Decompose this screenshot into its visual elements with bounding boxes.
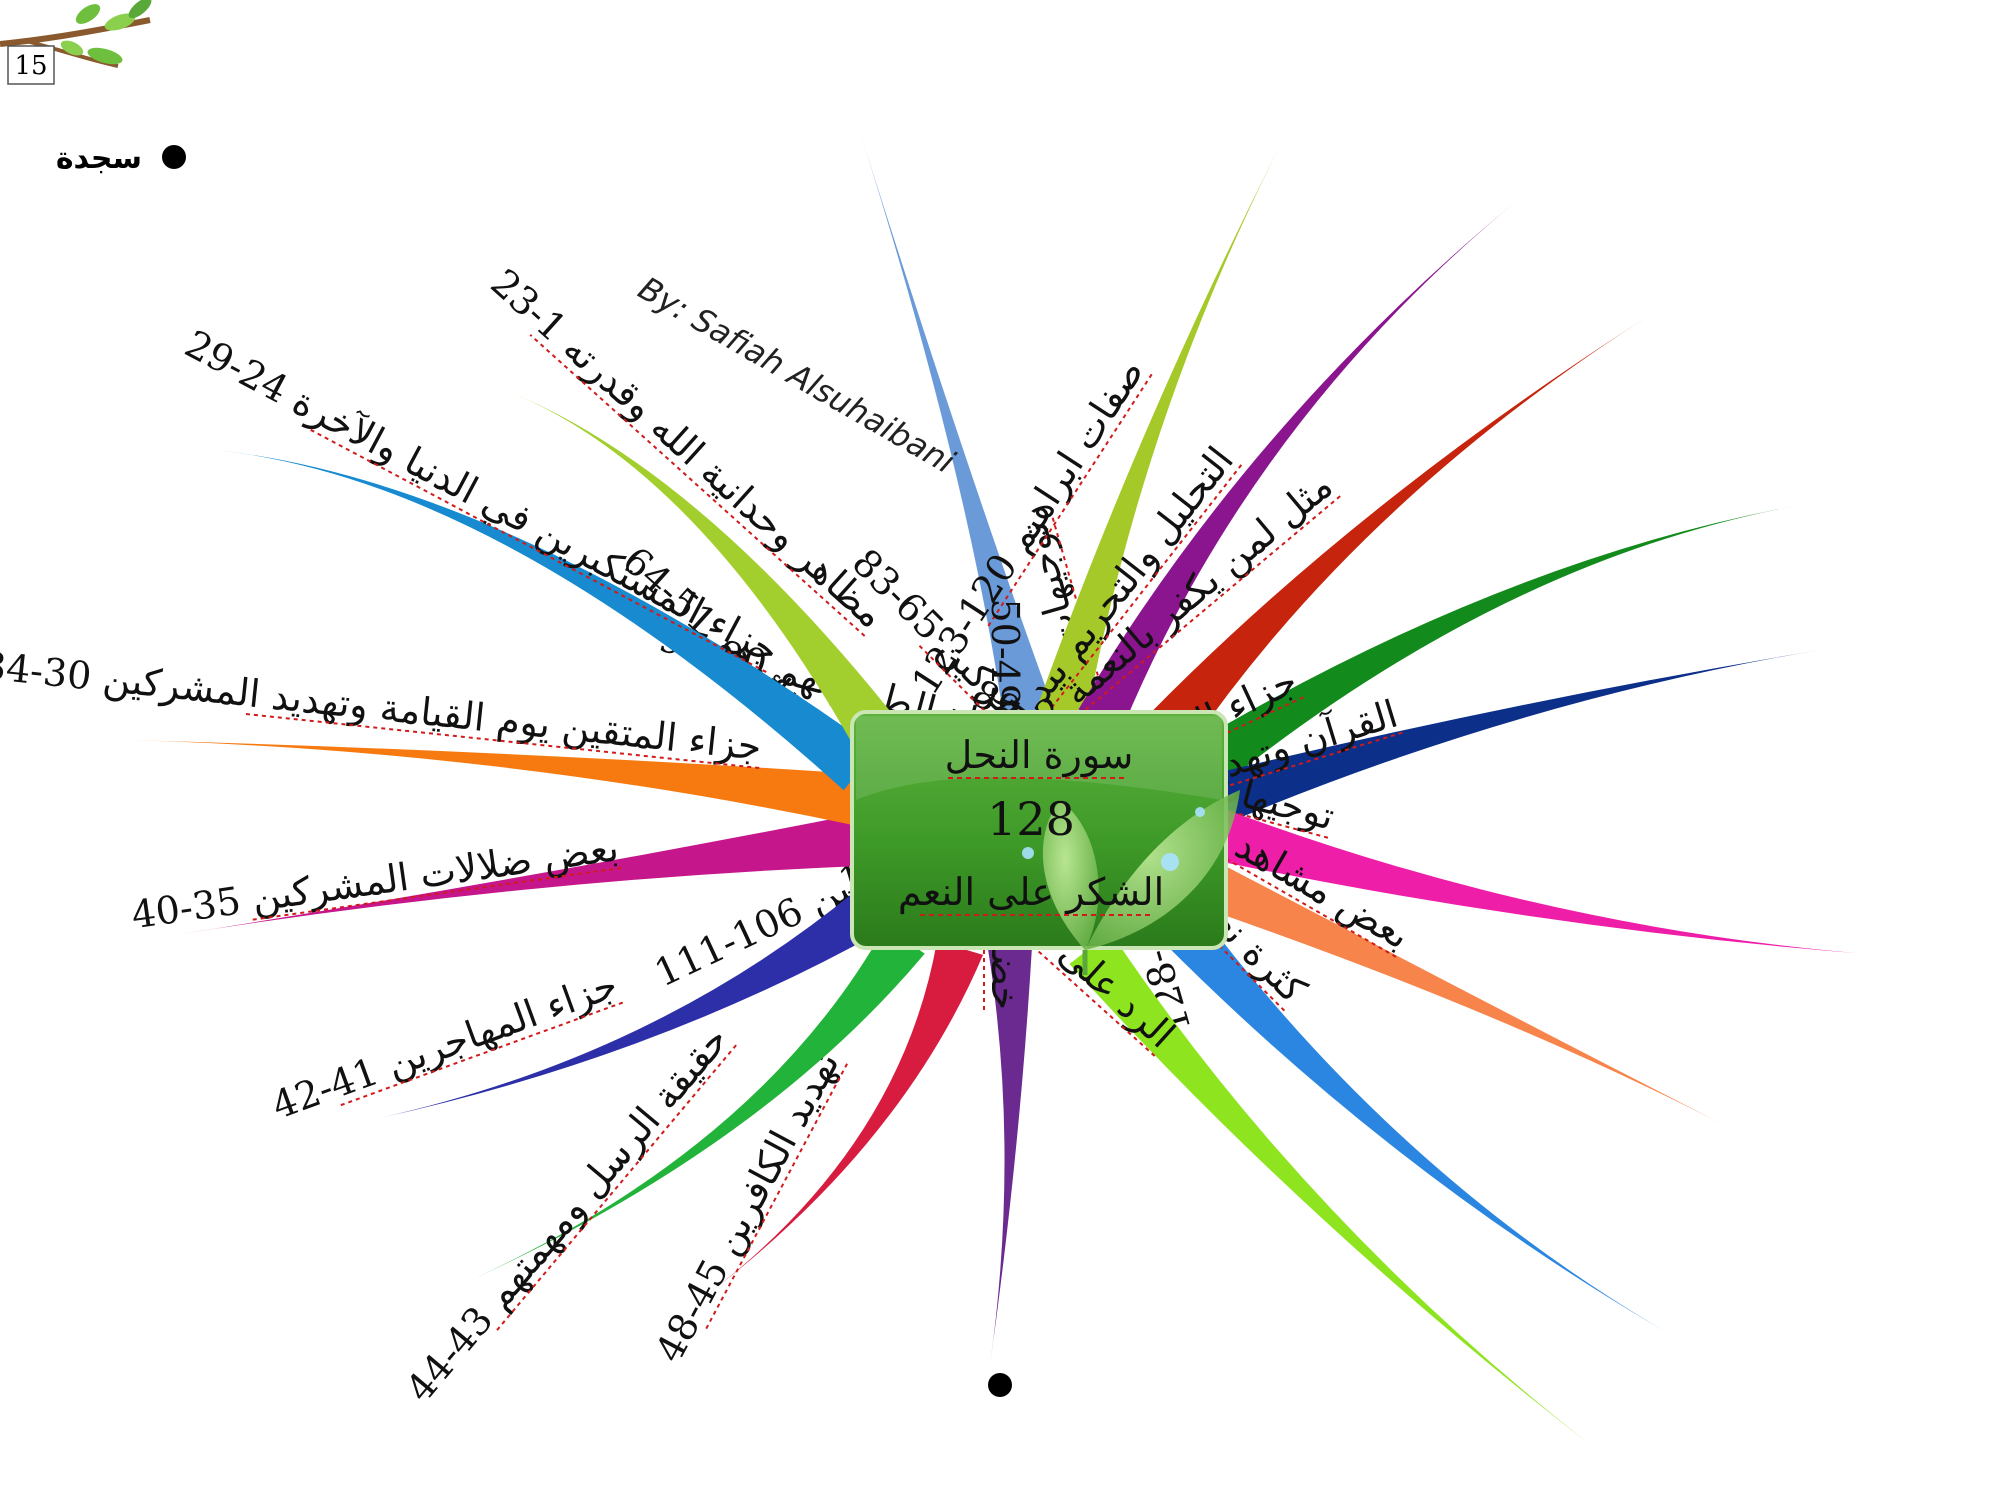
page-number-box xyxy=(7,45,55,85)
branch-ribbon xyxy=(1185,505,1800,792)
surah-theme: الشكر على النعم xyxy=(898,870,1164,915)
branch-underline xyxy=(306,427,767,673)
surah-title: سورة النحل xyxy=(945,733,1134,778)
branch-underline xyxy=(340,1001,624,1107)
legend-bullet-icon xyxy=(162,145,186,169)
branch-ribbon xyxy=(460,926,925,1285)
branch-ribbon xyxy=(700,941,984,1300)
branch-underline xyxy=(249,866,622,922)
branch-ribbon xyxy=(1212,810,1880,955)
branch-ribbon xyxy=(1149,315,1650,747)
branch-underline xyxy=(241,712,760,769)
branch-ribbon xyxy=(215,450,877,791)
branch-decoration-icon xyxy=(0,0,152,68)
branch-underline xyxy=(705,1063,848,1330)
branch-ribbon xyxy=(510,392,902,755)
branch-ribbon xyxy=(1200,862,1730,1128)
page-number: 15 xyxy=(14,51,47,81)
branch-ribbon xyxy=(1069,932,1610,1460)
branch-ribbon xyxy=(860,132,1056,727)
central-node: سورة النحل 128 الشكر على النعم xyxy=(850,710,1240,975)
branch-underline xyxy=(494,1044,737,1334)
branch-ribbon xyxy=(988,946,1032,1365)
verse-count: 128 xyxy=(987,792,1075,846)
branch-ribbon xyxy=(370,890,884,1120)
branch-label: جزاء المهاجرين 41-42 xyxy=(266,962,623,1129)
branch-ribbon xyxy=(1161,909,1680,1340)
branch-underline xyxy=(529,334,866,637)
branch-label: جزاء المستكبرين في الدنيا والآخرة 24-29 xyxy=(177,322,786,674)
branch-underline xyxy=(1017,495,1341,767)
legend-label: سجدة xyxy=(56,141,142,176)
branch-underline xyxy=(935,464,1243,856)
branch-underline xyxy=(987,373,1153,627)
branch-ribbon xyxy=(125,740,864,826)
leaf-icon xyxy=(1022,790,1240,975)
sajdah-bullet-icon xyxy=(988,1373,1012,1397)
branch-ribbon xyxy=(1034,140,1283,727)
